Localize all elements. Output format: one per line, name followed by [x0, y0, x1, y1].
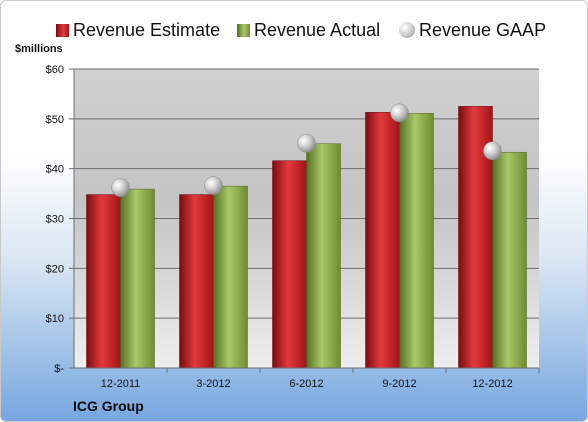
y-tick-label: $10 [46, 313, 64, 325]
marker-revenue-gaap [390, 103, 409, 123]
y-tick-label: $60 [46, 64, 64, 76]
x-tick-label: 9-2012 [382, 378, 416, 390]
marker-revenue-gaap [111, 178, 130, 197]
legend-label-estimate: Revenue Estimate [73, 19, 221, 40]
bar-revenue-actual [399, 113, 434, 369]
x-tick-label: 12-2012 [472, 378, 512, 390]
bar-revenue-actual [120, 188, 155, 369]
marker-revenue-gaap [297, 134, 316, 153]
y-axis-ticks: $- $10 $20 $30 $40 $50 $60 [46, 64, 75, 375]
legend-swatch-actual [237, 23, 250, 37]
y-tick-label: $50 [46, 114, 64, 126]
y-axis-unit-label: $millions [15, 43, 63, 55]
legend-swatch-gaap [399, 22, 415, 38]
x-tick-label: 6-2012 [289, 378, 323, 390]
marker-revenue-gaap [204, 176, 223, 195]
legend: Revenue Estimate Revenue Actual Revenue … [1, 16, 587, 44]
legend-label-actual: Revenue Actual [254, 19, 381, 40]
x-axis-ticks: 12-2011 3-2012 6-2012 9-2012 12-2012 [74, 367, 540, 390]
bar-revenue-estimate [365, 112, 400, 369]
legend-item-gaap: Revenue GAAP [399, 16, 546, 44]
legend-label-gaap: Revenue GAAP [419, 19, 547, 40]
legend-item-actual: Revenue Actual [237, 16, 380, 44]
company-name: ICG Group [73, 398, 144, 414]
y-tick-label: $30 [46, 214, 64, 226]
bar-revenue-estimate [179, 194, 214, 369]
bar-revenue-estimate [272, 160, 307, 369]
gaap-markers [111, 103, 502, 197]
bar-revenue-estimate [86, 194, 121, 369]
bar-revenue-actual [306, 143, 341, 369]
x-tick-label: 3-2012 [196, 378, 230, 390]
legend-swatch-estimate [56, 23, 69, 37]
y-tick-label: $40 [46, 164, 64, 176]
marker-revenue-gaap [483, 141, 502, 160]
y-tick-label: $20 [46, 263, 64, 275]
bar-revenue-actual [492, 151, 527, 369]
x-tick-label: 12-2011 [101, 378, 141, 390]
legend-item-estimate: Revenue Estimate [56, 16, 220, 44]
y-tick-label: $- [54, 363, 64, 375]
bar-revenue-actual [213, 185, 248, 369]
bars [86, 106, 527, 369]
